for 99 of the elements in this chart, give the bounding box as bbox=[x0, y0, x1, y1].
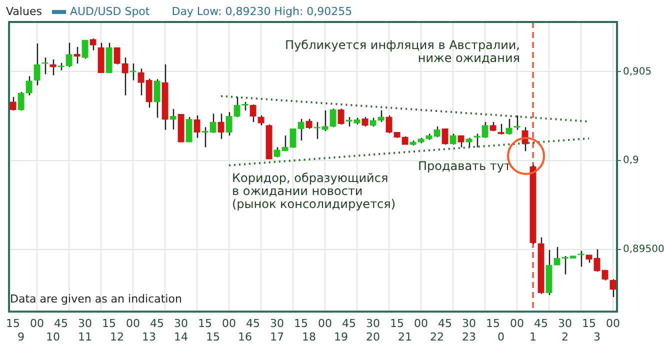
text: AUD/USD Spot bbox=[70, 5, 150, 18]
x-tick-label: 30 23 bbox=[462, 317, 476, 344]
x-tick-label: 30 11 bbox=[78, 317, 92, 344]
candlestick bbox=[138, 68, 144, 96]
candlestick bbox=[306, 118, 312, 130]
x-tick-label: 21 bbox=[398, 330, 412, 344]
annotation: Коридор, образующийся в ожидании новости (рынок консолидируется) bbox=[232, 171, 396, 212]
x-tick-label: 00 bbox=[126, 317, 140, 330]
candlestick bbox=[282, 134, 288, 152]
x-tick-label: 15 bbox=[582, 317, 596, 330]
x-tick-label: 45 bbox=[246, 317, 260, 330]
candlestick bbox=[602, 270, 608, 281]
x-tick-label: 00 bbox=[414, 317, 428, 330]
candlestick bbox=[234, 96, 240, 118]
x-tick-label: 15 bbox=[294, 317, 308, 330]
x-tick-label: 15 bbox=[198, 317, 212, 330]
x-tick-label: 22 bbox=[430, 330, 444, 344]
candlestick bbox=[314, 121, 320, 140]
annotation: Data are given as an indication bbox=[10, 292, 182, 306]
y-tick-label: 0,9 bbox=[623, 155, 639, 166]
candlestick bbox=[498, 123, 504, 136]
candlestick bbox=[378, 110, 384, 123]
candlestick bbox=[90, 38, 96, 51]
chart-subtitle: Day Low: 0,89230 High: 0,90255 bbox=[172, 5, 352, 18]
candlestick bbox=[66, 42, 72, 68]
x-tick-label: 15 bbox=[102, 317, 116, 330]
candlestick bbox=[106, 42, 112, 74]
candlestick bbox=[98, 42, 104, 74]
x-tick-label: 15 bbox=[390, 317, 404, 330]
x-tick-label: 45 bbox=[534, 317, 548, 330]
candlestick bbox=[594, 248, 600, 272]
candlestick bbox=[466, 137, 472, 148]
candlestick bbox=[298, 118, 304, 142]
x-tick-label: 30 17 bbox=[270, 317, 284, 344]
x-tick-label: 19 bbox=[334, 330, 348, 344]
x-tick-label: 30 14 bbox=[174, 317, 188, 344]
x-tick-label: 00 bbox=[222, 317, 236, 330]
candlestick bbox=[218, 113, 224, 140]
candlestick bbox=[258, 114, 264, 126]
x-tick-label: 15 bbox=[6, 317, 20, 330]
candlestick bbox=[194, 114, 200, 138]
candlestick bbox=[330, 108, 336, 128]
candlestick bbox=[250, 104, 256, 123]
x-tick-label: 15 bbox=[486, 317, 500, 330]
candlestick bbox=[226, 111, 232, 136]
x-tick-label: 15 bbox=[206, 330, 220, 344]
x-tick-label: 30 20 bbox=[366, 317, 380, 344]
y-tick-label: 0,905 bbox=[623, 66, 652, 78]
candlestick bbox=[442, 128, 448, 146]
candlestick bbox=[18, 91, 24, 112]
candlestick bbox=[50, 58, 56, 76]
candlestick bbox=[386, 114, 392, 134]
candlestick bbox=[322, 110, 328, 132]
x-tick-label: 18 bbox=[302, 330, 316, 344]
x-tick-label: 00 bbox=[318, 317, 332, 330]
candlestick bbox=[506, 118, 512, 136]
x-tick-label: 30 2 bbox=[558, 317, 572, 344]
x-tick-label: 13 bbox=[142, 330, 156, 344]
candlestick bbox=[146, 78, 152, 108]
candlestick bbox=[210, 113, 216, 134]
x-tick-label: 0 bbox=[498, 330, 505, 344]
candlestick bbox=[114, 46, 120, 65]
candlestick bbox=[10, 96, 16, 112]
x-tick-label: 12 bbox=[110, 330, 124, 344]
candlestick bbox=[130, 62, 136, 81]
x-tick-label: 45 bbox=[342, 317, 356, 330]
candlestick bbox=[434, 126, 440, 138]
x-tick-label: 45 bbox=[54, 317, 68, 330]
candlestick bbox=[154, 78, 160, 118]
candlestick bbox=[610, 278, 616, 298]
candlestick bbox=[554, 246, 560, 266]
chart-title: Values bbox=[6, 5, 42, 18]
candlestick bbox=[450, 133, 456, 146]
candlestick bbox=[482, 121, 488, 138]
candlestick bbox=[26, 76, 32, 96]
annotation: Продавать тут bbox=[418, 159, 512, 174]
candlestick bbox=[170, 108, 176, 130]
x-tick-label: 3 bbox=[594, 330, 600, 344]
x-tick-label: 00 bbox=[606, 317, 620, 330]
candlestick bbox=[578, 250, 584, 268]
candlestick bbox=[458, 134, 464, 148]
x-tick-label: 00 bbox=[510, 317, 524, 330]
candlestick bbox=[34, 42, 40, 86]
candlestick bbox=[42, 56, 48, 75]
x-tick-label: 45 bbox=[150, 317, 164, 330]
candlestick bbox=[186, 116, 192, 143]
x-tick-label: 1 bbox=[530, 330, 537, 344]
x-tick-label: 10 bbox=[46, 330, 60, 344]
candlestick bbox=[82, 40, 88, 60]
candlestick bbox=[338, 108, 344, 126]
x-tick-label: 16 bbox=[238, 330, 252, 344]
candlestick bbox=[362, 116, 368, 128]
y-tick-label: 0,89500 bbox=[623, 244, 664, 256]
candlestick bbox=[290, 128, 296, 148]
x-tick-label: 9 bbox=[18, 330, 25, 344]
candlestick bbox=[122, 56, 128, 96]
x-tick-label: 45 bbox=[438, 317, 452, 330]
x-tick-label: 00 bbox=[30, 317, 44, 330]
annotation: Публикуется инфляция в Австралии, ниже ожидания bbox=[285, 38, 520, 66]
